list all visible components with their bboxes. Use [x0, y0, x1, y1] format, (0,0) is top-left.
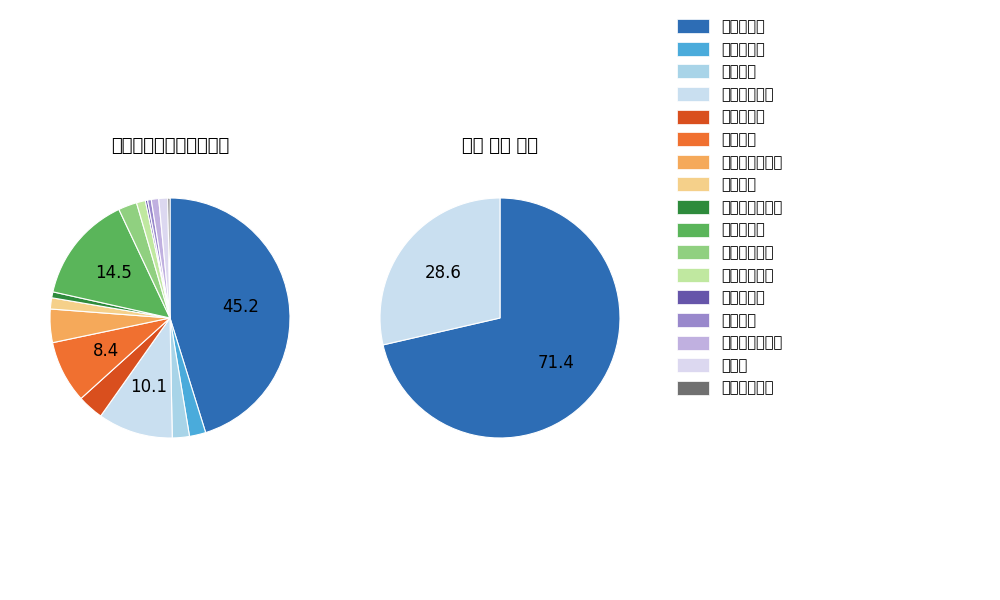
Text: 14.5: 14.5 — [95, 264, 132, 282]
Wedge shape — [380, 198, 500, 345]
Text: 8.4: 8.4 — [93, 341, 119, 359]
Wedge shape — [159, 198, 170, 318]
Wedge shape — [383, 198, 620, 438]
Wedge shape — [50, 309, 170, 343]
Title: 石川 雅規 選手: 石川 雅規 選手 — [462, 137, 538, 155]
Wedge shape — [101, 318, 172, 438]
Wedge shape — [170, 318, 206, 436]
Wedge shape — [81, 318, 170, 416]
Wedge shape — [148, 199, 170, 318]
Wedge shape — [168, 198, 170, 318]
Wedge shape — [145, 200, 170, 318]
Title: セ・リーグ全プレイヤー: セ・リーグ全プレイヤー — [111, 137, 229, 155]
Wedge shape — [137, 200, 170, 318]
Text: 10.1: 10.1 — [130, 378, 167, 396]
Wedge shape — [53, 318, 170, 398]
Wedge shape — [170, 198, 290, 433]
Wedge shape — [170, 318, 190, 438]
Text: 28.6: 28.6 — [425, 264, 462, 282]
Wedge shape — [119, 203, 170, 318]
Text: 45.2: 45.2 — [223, 298, 260, 316]
Wedge shape — [53, 209, 170, 318]
Legend: ストレート, ツーシーム, シュート, カットボール, スプリット, フォーク, チェンジアップ, シンカー, 高速スライダー, スライダー, 縦スライダー, : ストレート, ツーシーム, シュート, カットボール, スプリット, フォーク,… — [677, 19, 782, 395]
Wedge shape — [52, 292, 170, 318]
Wedge shape — [50, 298, 170, 318]
Text: 71.4: 71.4 — [538, 354, 575, 372]
Wedge shape — [151, 199, 170, 318]
